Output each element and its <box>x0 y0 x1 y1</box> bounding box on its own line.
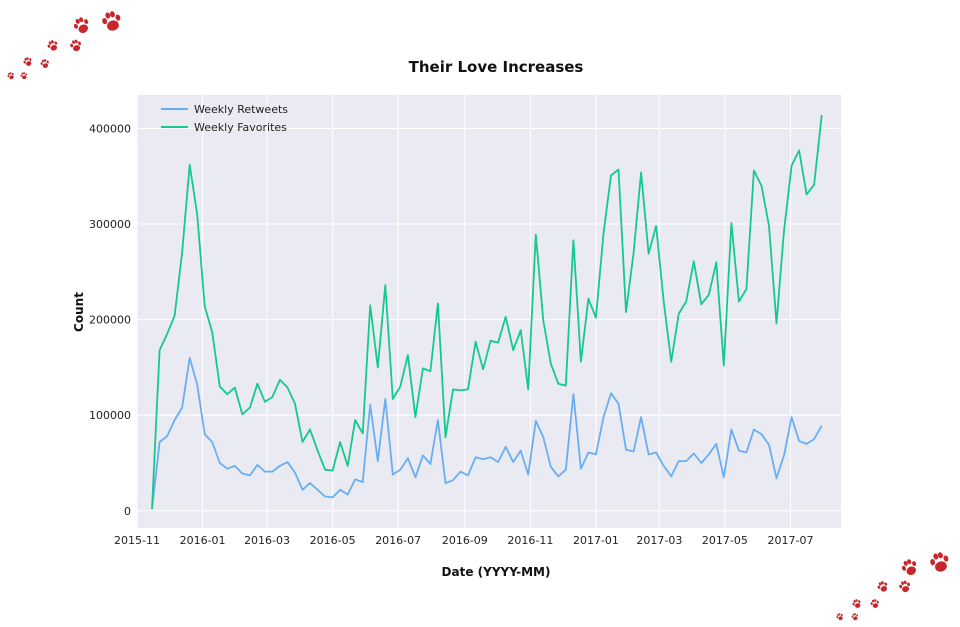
series-line-favorites <box>151 115 823 509</box>
x-tick-label: 2016-01 <box>180 534 226 547</box>
series-lines <box>151 115 823 510</box>
x-tick-label: 2017-01 <box>573 534 619 547</box>
grid-lines <box>136 95 841 528</box>
x-tick-label: 2017-03 <box>636 534 682 547</box>
paw-print-icon <box>898 579 912 594</box>
legend: Weekly Retweets Weekly Favorites <box>161 103 288 134</box>
paw-print-icon <box>100 9 124 33</box>
x-tick-labels: 2015-11 2016-01 2016-03 2016-05 2016-07 2016-… <box>114 534 813 547</box>
paw-print-icon <box>899 557 920 578</box>
x-tick-label: 2016-05 <box>310 534 356 547</box>
plot-area <box>137 95 841 528</box>
y-axis-title: Count <box>72 292 86 332</box>
paw-prints-bottom-right <box>835 550 952 622</box>
y-tick-label: 100000 <box>89 409 131 422</box>
paw-print-icon <box>6 71 16 81</box>
paw-print-icon <box>22 55 34 68</box>
paw-print-icon <box>835 612 845 622</box>
legend-label-favorites: Weekly Favorites <box>194 121 287 134</box>
x-tick-label: 2016-07 <box>375 534 421 547</box>
y-tick-label: 0 <box>124 505 131 518</box>
x-tick-label: 2016-09 <box>442 534 488 547</box>
paw-prints-top-left <box>6 9 124 81</box>
paw-print-icon <box>71 15 92 36</box>
paw-print-icon <box>19 71 29 80</box>
x-tick-label: 2017-07 <box>767 534 813 547</box>
paw-print-icon <box>850 612 860 621</box>
x-tick-label: 2016-11 <box>507 534 553 547</box>
x-tick-label: 2016-03 <box>244 534 290 547</box>
y-tick-label: 400000 <box>89 122 131 135</box>
paw-print-icon <box>39 58 51 69</box>
paw-print-icon <box>876 579 890 594</box>
x-tick-label: 2015-11 <box>114 534 160 547</box>
series-line-retweets <box>151 356 823 510</box>
paw-print-icon <box>928 550 952 574</box>
y-tick-label: 300000 <box>89 218 131 231</box>
legend-label-retweets: Weekly Retweets <box>194 103 288 116</box>
paw-print-icon <box>46 38 60 53</box>
y-tick-label: 200000 <box>89 314 131 327</box>
x-tick-label: 2017-05 <box>702 534 748 547</box>
paw-print-icon <box>69 38 83 53</box>
chart-title: Their Love Increases <box>409 58 584 76</box>
x-axis-title: Date (YYYY-MM) <box>442 565 551 579</box>
paw-print-icon <box>869 598 881 609</box>
y-tick-labels: 0 100000 200000 300000 400000 <box>89 122 131 517</box>
paw-print-icon <box>851 597 863 610</box>
